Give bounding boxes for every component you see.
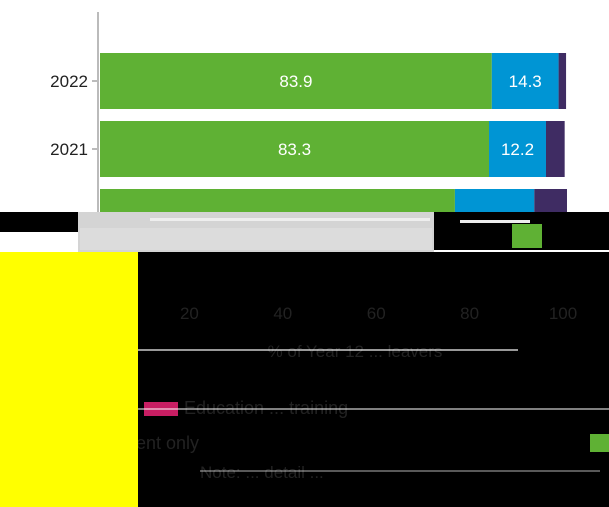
yellow-occluding-block xyxy=(0,252,138,507)
data-label-2022-series-0: 83.9 xyxy=(279,72,312,91)
x-axis-title-strike xyxy=(138,349,518,351)
x-tick-label-100: 100 xyxy=(549,304,577,323)
year-labels-layer: 2022 2021 xyxy=(50,72,98,217)
glitch-green-block xyxy=(512,224,542,248)
x-tick-label-40: 40 xyxy=(273,304,292,323)
glitch-band-light xyxy=(80,228,432,250)
bar-2021-series-2 xyxy=(546,121,565,177)
data-label-2021-series-1: 12.2 xyxy=(501,140,534,159)
x-axis-title: % of Year 12 ... leavers xyxy=(268,342,443,361)
x-tick-label-60: 60 xyxy=(367,304,386,323)
glitch-band xyxy=(0,212,609,252)
data-label-2021-series-0: 83.3 xyxy=(278,140,311,159)
bar-2022-series-2 xyxy=(559,53,566,109)
glitch-white-bar xyxy=(150,218,430,221)
glitch-white-bar xyxy=(460,220,530,223)
chart-note: Note: ... detail ... xyxy=(200,463,324,482)
x-tick-label-80: 80 xyxy=(460,304,479,323)
y-tick-label-2022: 2022 xyxy=(50,72,88,91)
legend-strike xyxy=(138,408,609,410)
y-tick-label-2021: 2021 xyxy=(50,140,88,159)
x-tick-label-20: 20 xyxy=(180,304,199,323)
note-strike xyxy=(200,470,600,472)
data-label-2022-series-1: 14.3 xyxy=(509,72,542,91)
legend-swatch-employment xyxy=(590,434,609,452)
